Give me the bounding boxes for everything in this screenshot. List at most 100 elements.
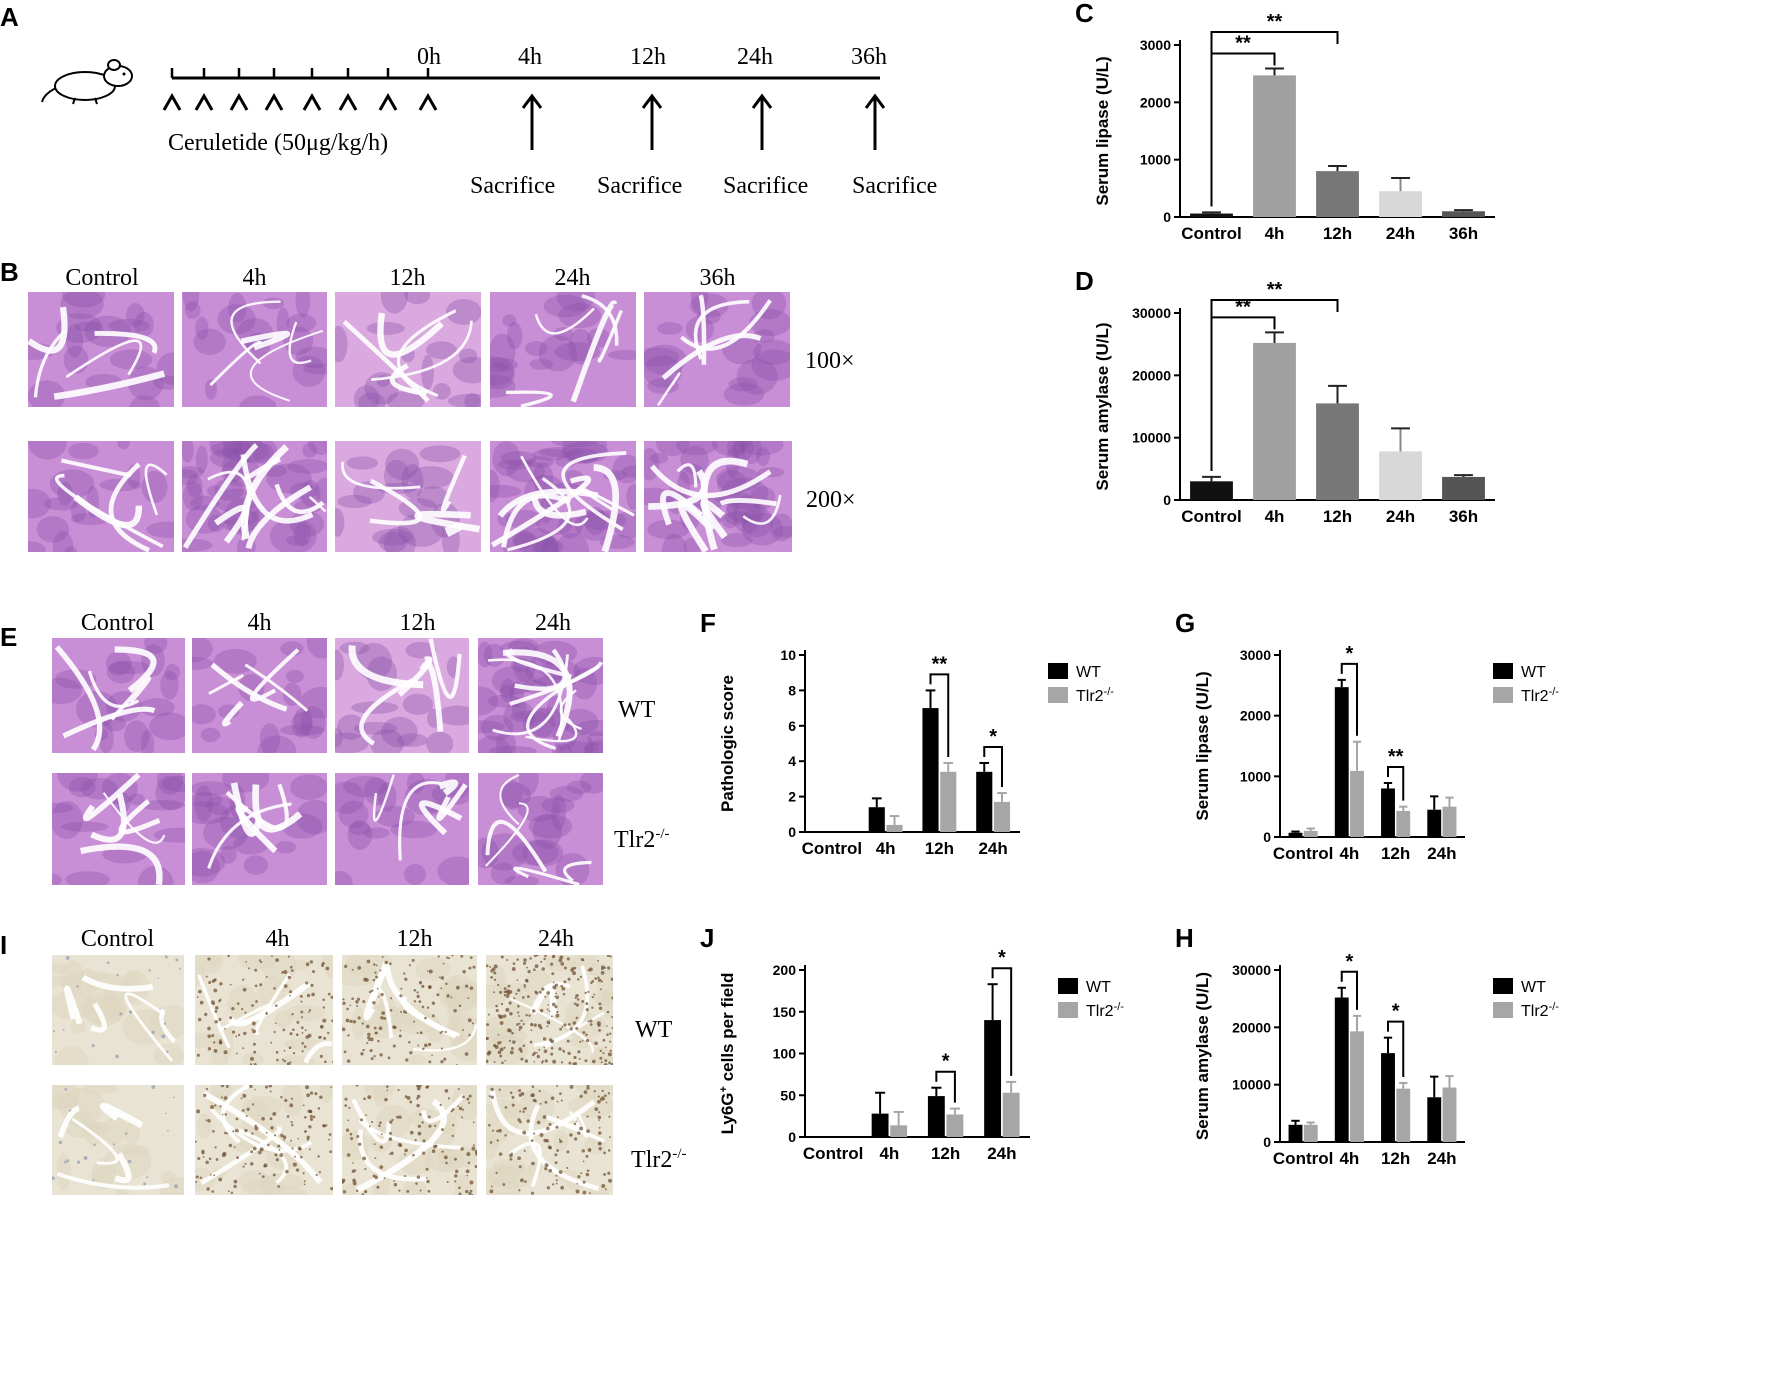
- legend-label: WT: [1521, 664, 1546, 681]
- ihc-image-i-wt-control: [52, 955, 184, 1065]
- bar: [976, 771, 993, 832]
- panel-letter-b: B: [0, 257, 19, 287]
- significance-label: **: [932, 653, 948, 675]
- significance-bracket: [1210, 299, 1339, 471]
- bar: [1190, 481, 1233, 500]
- bar: [1002, 1092, 1020, 1137]
- bar: [1350, 770, 1364, 837]
- significance-bracket: [1340, 970, 1359, 1010]
- y-tick-label: 0: [788, 824, 796, 840]
- bar: [1253, 342, 1296, 500]
- y-tick-label: 2000: [1240, 708, 1271, 724]
- bar: [940, 771, 957, 832]
- y-tick-label: 4: [788, 753, 796, 769]
- x-tick-label: 12h: [931, 1144, 960, 1163]
- he-image-e-wt-24h: [478, 638, 603, 753]
- b-col-4h: 4h: [242, 265, 267, 291]
- y-axis-label: Serum lipase (U/L): [1093, 56, 1112, 205]
- sacrifice-label-12h: Sacrifice: [597, 173, 683, 199]
- y-tick-label: 30000: [1232, 962, 1271, 978]
- i-col-control: Control: [80, 926, 155, 952]
- bar: [868, 807, 885, 832]
- y-tick-label: 2: [788, 789, 796, 805]
- y-tick-label: 20000: [1232, 1019, 1271, 1035]
- legend-swatch: [1058, 978, 1078, 994]
- b-row-label-200x: 200×: [806, 487, 856, 513]
- significance-label: *: [942, 1051, 950, 1073]
- chart-panel-f: F Pathologic score 0 2 4 6 8 10 Control 4h 12h 24h *…: [690, 608, 1140, 870]
- e-row-label-tlr2: Tlr2-/-: [614, 826, 670, 853]
- x-tick-label: 12h: [925, 839, 954, 858]
- bar: [1334, 687, 1349, 837]
- y-axis-label: Serum amylase (U/L): [1093, 322, 1112, 490]
- panel-letter-i: I: [0, 930, 8, 960]
- he-image-b-200x-4h: [182, 441, 327, 552]
- timeline-label-0h: 0h: [417, 44, 441, 70]
- ihc-image-i-ko-control: [52, 1085, 184, 1195]
- x-tick-label: 12h: [1381, 1149, 1410, 1168]
- chart-letter: D: [1075, 268, 1094, 296]
- bar: [1190, 213, 1233, 217]
- ihc-image-i-ko-4h: [195, 1085, 333, 1195]
- legend-label: Tlr2-/-: [1086, 1001, 1124, 1020]
- legend-label: Tlr2-/-: [1076, 686, 1114, 705]
- x-tick-label: 24h: [1427, 844, 1456, 863]
- b-col-12h: 12h: [389, 265, 426, 291]
- bar: [927, 1096, 945, 1137]
- significance-label: *: [1345, 643, 1353, 665]
- x-tick-label: 4h: [1265, 507, 1285, 526]
- bar: [1427, 809, 1442, 837]
- x-tick-label: Control: [803, 1144, 863, 1163]
- y-tick-label: 10000: [1132, 430, 1171, 446]
- x-tick-label: Control: [802, 839, 862, 858]
- x-tick-label: 36h: [1449, 507, 1478, 526]
- chart-letter: C: [1075, 0, 1094, 28]
- y-axis-label: Serum amylase (U/L): [1193, 972, 1212, 1140]
- x-tick-label: 4h: [876, 839, 896, 858]
- x-tick-label: 36h: [1449, 224, 1478, 243]
- legend-label: Tlr2-/-: [1521, 686, 1559, 705]
- legend-label: WT: [1521, 979, 1546, 996]
- he-image-b-100x-24h: [490, 292, 636, 407]
- timeline-label-12h: 12h: [630, 44, 666, 70]
- y-tick-label: 30000: [1132, 305, 1171, 321]
- panel-letter-e: E: [0, 622, 18, 652]
- bar: [1442, 806, 1457, 837]
- bar: [1288, 1124, 1303, 1142]
- significance-label: *: [1345, 951, 1353, 973]
- he-image-e-ko-4h: [192, 773, 327, 885]
- bar: [993, 801, 1011, 832]
- timeline-label-4h: 4h: [518, 44, 542, 70]
- he-image-e-wt-12h: [335, 638, 469, 753]
- chart-letter: H: [1175, 925, 1194, 953]
- significance-bracket: [1340, 662, 1359, 736]
- ihc-image-i-wt-24h: [486, 955, 613, 1065]
- i-col-24h: 24h: [538, 926, 574, 952]
- y-tick-label: 50: [780, 1087, 796, 1103]
- sacrifice-arrows: [521, 93, 886, 150]
- y-tick-label: 0: [788, 1129, 796, 1145]
- i-row-label-tlr2: Tlr2-/-: [631, 1146, 687, 1173]
- legend-swatch: [1058, 1002, 1078, 1018]
- chart-letter: J: [700, 925, 714, 953]
- bar: [1316, 403, 1359, 500]
- bar: [1334, 997, 1349, 1142]
- significance-bracket: [1386, 1020, 1405, 1077]
- timeline-label-24h: 24h: [737, 44, 773, 70]
- e-col-4h: 4h: [247, 610, 272, 636]
- chart-panel-d: D Serum amylase (U/L) 0 10000 20000 30000 Cont…: [1065, 266, 1505, 538]
- b-row-label-100x: 100×: [805, 348, 855, 374]
- legend-label: WT: [1086, 979, 1111, 996]
- x-tick-label: Control: [1273, 1149, 1333, 1168]
- significance-label: *: [998, 947, 1006, 969]
- y-tick-label: 6: [788, 718, 796, 734]
- significance-label: *: [989, 726, 997, 748]
- bar: [1442, 1087, 1457, 1142]
- x-tick-label: 12h: [1381, 844, 1410, 863]
- y-tick-label: 3000: [1240, 647, 1271, 663]
- bar: [1396, 1088, 1411, 1142]
- he-image-e-ko-control: [52, 773, 185, 885]
- significance-bracket: [929, 673, 950, 757]
- injection-label: Ceruletide (50μg/kg/h): [168, 130, 389, 156]
- y-tick-label: 3000: [1140, 37, 1171, 53]
